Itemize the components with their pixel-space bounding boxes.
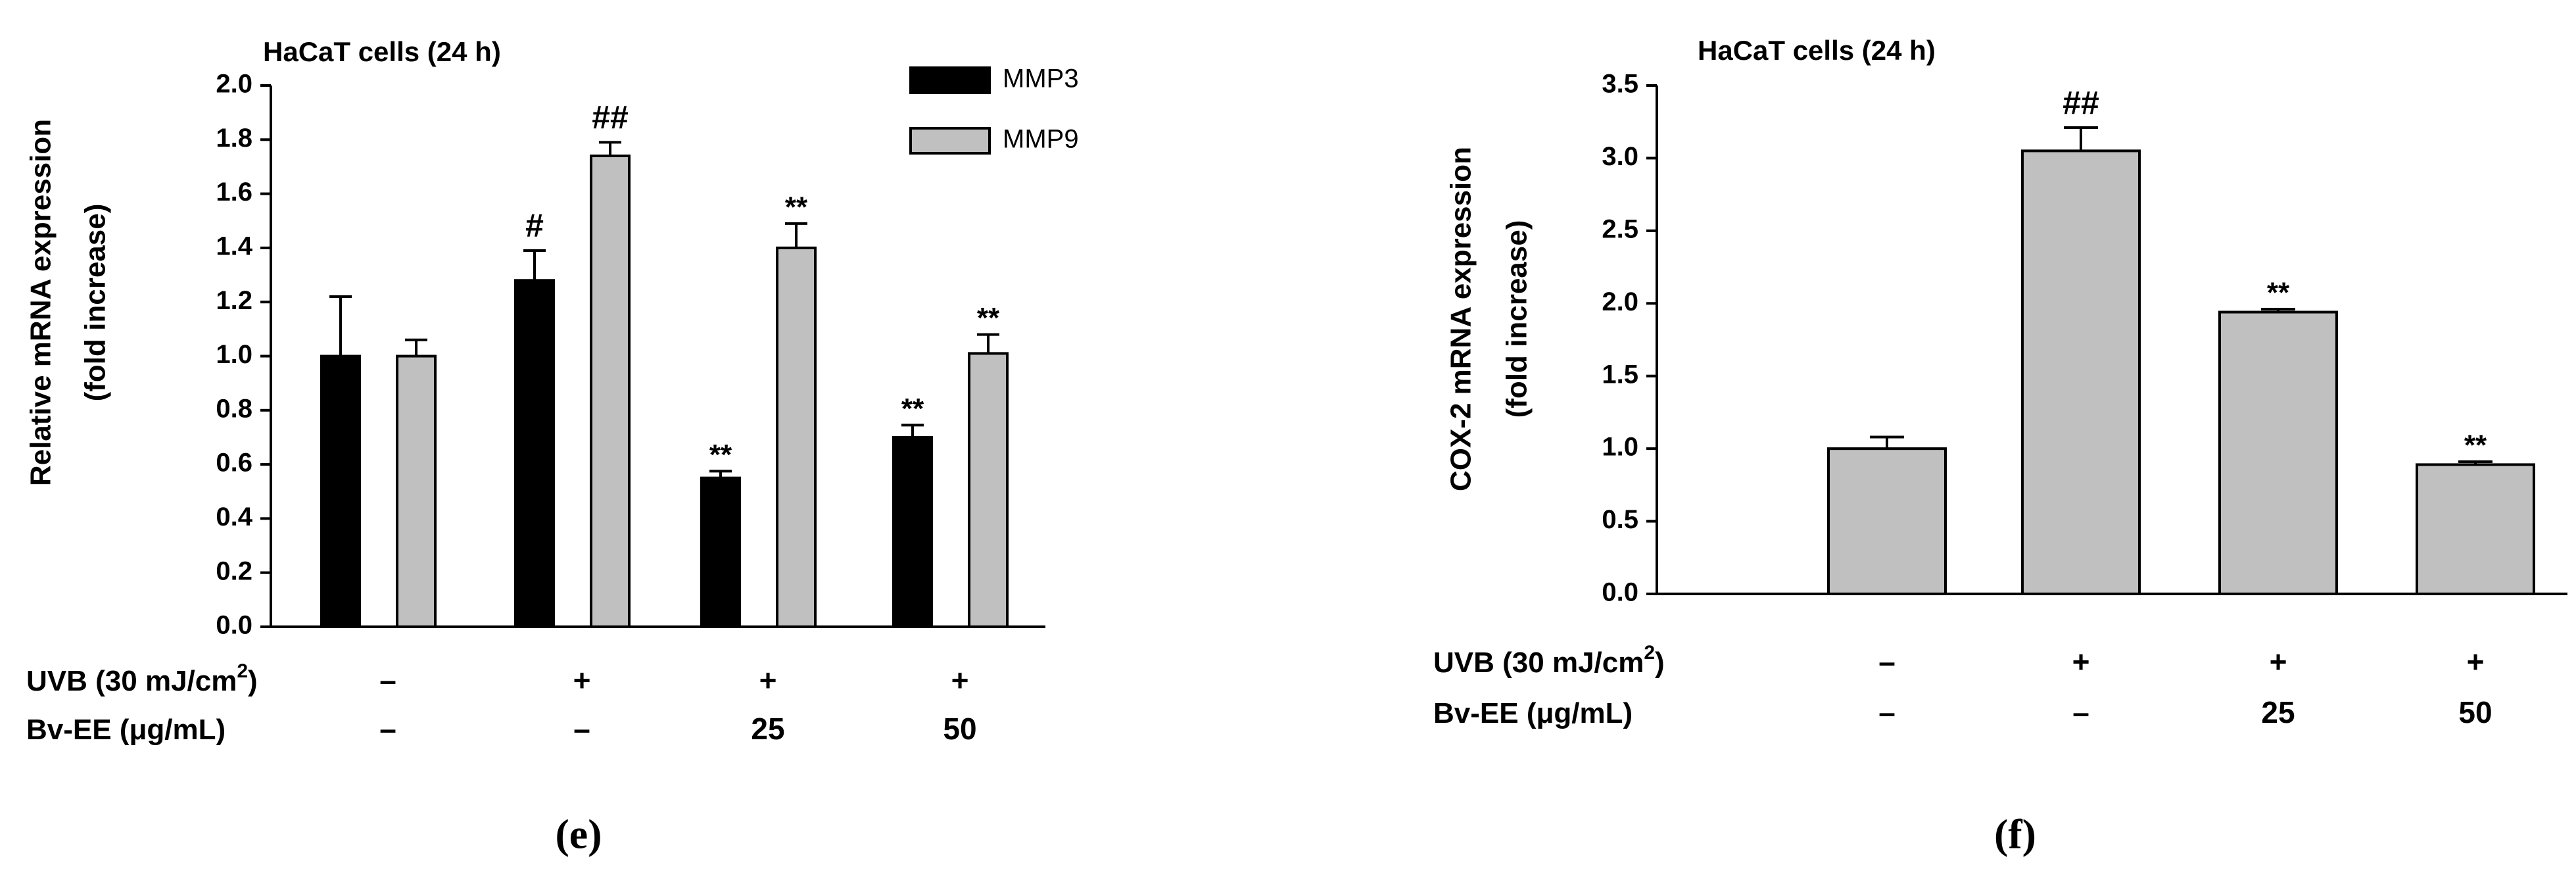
y-tick-label: 1.0 — [1602, 433, 1638, 462]
treatment-value: + — [759, 663, 777, 697]
series-mmp9: ## ** ** — [396, 99, 1009, 629]
series-mmp3: # ** ** — [320, 207, 933, 628]
y-tick-label: 2.0 — [1602, 287, 1638, 316]
significance-label: ** — [977, 302, 1000, 334]
y-tick-label: 1.4 — [216, 232, 252, 260]
y-tick-label: 0.8 — [216, 394, 252, 423]
legend-swatch-mmp3 — [909, 66, 991, 94]
treatment-value: 25 — [751, 712, 784, 746]
treatment-value: – — [1878, 695, 1896, 729]
y-axis-label-2: (fold increase) — [80, 204, 112, 402]
bar — [2218, 310, 2338, 595]
treatment-value: + — [951, 663, 969, 697]
treatment-value: – — [379, 712, 396, 746]
y-tick-label: 0.5 — [1602, 505, 1638, 534]
significance-label: # — [525, 207, 544, 244]
y-tick-label: 1.2 — [216, 286, 252, 315]
bar — [514, 279, 555, 628]
treatment-value: 50 — [2458, 695, 2492, 729]
significance-label: ** — [2267, 277, 2290, 309]
y-tick-label: 1.8 — [216, 124, 252, 153]
y-axis-label-2: (fold increase) — [1501, 220, 1533, 418]
bar — [968, 352, 1009, 628]
y-axis-label: COX-2 mRNA expression — [1445, 147, 1477, 491]
y-tick-label: 0.4 — [216, 502, 252, 531]
treatment-row-label-text: UVB (30 mJ/cm — [26, 665, 237, 697]
y-tick-label: 0.2 — [216, 556, 252, 585]
significance-label: ** — [2464, 429, 2487, 462]
chart-title: HaCaT cells (24 h) — [263, 36, 501, 67]
y-tick-label: 1.0 — [216, 340, 252, 369]
treatment-row-label-text: Bv-EE (μg/mL) — [1433, 697, 1633, 729]
treatment-row-label: Bv-EE (μg/mL) — [26, 714, 226, 746]
y-tick-label: 0.6 — [216, 449, 252, 477]
treatment-value: – — [379, 663, 396, 697]
superscript: 2 — [1644, 642, 1655, 664]
treatment-row-label: UVB (30 mJ/cm2) — [1433, 642, 1665, 679]
bar — [590, 154, 631, 629]
bar — [320, 354, 361, 628]
treatment-value: 25 — [2261, 695, 2295, 729]
significance-label: ## — [592, 99, 629, 136]
chart-panel-e: HaCaT cells (24 h) 0.0 0.2 0.4 0.6 0.8 1.0 1.2 1… — [25, 36, 1079, 858]
y-tick-label: 2.5 — [1602, 214, 1638, 243]
treatment-value: 50 — [943, 712, 976, 746]
treatment-value: + — [2270, 645, 2287, 679]
y-tick-label: 1.5 — [1602, 360, 1638, 389]
treatment-value: + — [573, 663, 591, 697]
significance-label: ** — [785, 191, 808, 223]
treatment-row-label-text: Bv-EE (μg/mL) — [26, 714, 226, 746]
treatment-row-label: Bv-EE (μg/mL) — [1433, 697, 1633, 729]
bar — [892, 435, 933, 628]
significance-label: ** — [901, 393, 924, 425]
treatment-value: – — [1878, 645, 1896, 679]
y-tick-label: 2.0 — [216, 70, 252, 99]
treatment-row-label-end: ) — [1655, 647, 1665, 679]
treatment-row-label: UVB (30 mJ/cm2) — [26, 660, 258, 697]
panel-label: (e) — [555, 811, 602, 858]
bar — [2021, 149, 2141, 595]
chart-title: HaCaT cells (24 h) — [1698, 35, 1936, 66]
legend-label-mmp3: MMP3 — [1003, 64, 1079, 93]
bar — [776, 246, 817, 628]
treatment-value: + — [2072, 645, 2090, 679]
significance-label: ## — [2063, 84, 2099, 121]
treatment-row-label-end: ) — [248, 665, 258, 697]
chart-panel-f: HaCaT cells (24 h) 0.0 0.5 1.0 1.5 2.0 2.5 3.0 3… — [1433, 35, 2567, 858]
treatment-value: – — [2072, 695, 2089, 729]
bar — [1827, 447, 1947, 596]
y-tick-label: 0.0 — [1602, 578, 1638, 607]
treatment-row-label-text: UVB (30 mJ/cm — [1433, 647, 1644, 679]
legend-label-mmp9: MMP9 — [1003, 125, 1079, 154]
legend-swatch-mmp9 — [909, 127, 991, 155]
treatment-value: + — [2467, 645, 2485, 679]
treatment-value: – — [573, 712, 590, 746]
bar — [2416, 463, 2535, 595]
y-tick-label: 1.6 — [216, 178, 252, 207]
y-tick-label: 0.0 — [216, 611, 252, 640]
bar — [396, 354, 437, 628]
y-axis-label: Relative mRNA expression — [25, 119, 57, 486]
y-tick-label: 3.5 — [1602, 70, 1638, 99]
bar — [700, 476, 741, 628]
y-tick-label: 3.0 — [1602, 142, 1638, 171]
superscript: 2 — [237, 660, 248, 682]
series-cox2: ## ** ** — [1827, 84, 2535, 596]
panel-label: (f) — [1994, 811, 2036, 858]
significance-label: ** — [709, 439, 732, 471]
